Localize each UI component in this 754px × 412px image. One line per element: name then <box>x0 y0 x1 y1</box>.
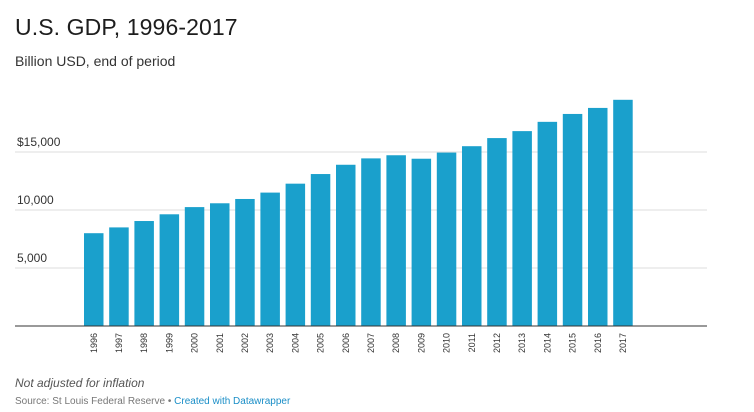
x-tick-label: 2008 <box>391 333 401 353</box>
x-tick-label: 2009 <box>416 333 426 353</box>
bar-1999 <box>159 214 180 326</box>
bar-2000 <box>184 207 205 326</box>
x-tick-label: 1997 <box>114 333 124 353</box>
x-tick-label: 2010 <box>442 333 452 353</box>
bar-2012 <box>487 138 507 326</box>
bar-2009 <box>411 158 432 326</box>
x-tick-label: 2012 <box>492 333 502 353</box>
bar-1997 <box>109 227 129 326</box>
bar-2005 <box>310 174 331 326</box>
x-tick-label: 2015 <box>568 333 578 353</box>
chart-title: U.S. GDP, 1996-2017 <box>15 14 238 40</box>
bar-1998 <box>134 221 154 326</box>
bar-2002 <box>235 198 255 326</box>
x-tick-label: 1996 <box>89 333 99 353</box>
bar-2008 <box>386 155 406 326</box>
x-tick-label: 2013 <box>517 333 527 353</box>
x-tick-label: 2011 <box>467 333 477 352</box>
bar-2001 <box>210 203 230 326</box>
source-line: Source: St Louis Federal Reserve • Creat… <box>15 396 290 407</box>
x-tick-label: 2016 <box>593 333 603 353</box>
y-tick-label: $15,000 <box>17 135 61 149</box>
bar-2004 <box>285 183 306 326</box>
y-tick-label: 5,000 <box>17 251 47 265</box>
x-tick-label: 2000 <box>190 333 200 353</box>
x-tick-label: 2014 <box>542 333 552 353</box>
y-tick-label: 10,000 <box>17 193 54 207</box>
x-tick-label: 2017 <box>618 333 628 353</box>
bar-2014 <box>537 121 558 326</box>
bar-2016 <box>588 107 608 326</box>
x-tick-label: 2007 <box>366 333 376 353</box>
bar-2013 <box>512 131 532 326</box>
bar-2015 <box>562 113 583 327</box>
x-tick-label: 1998 <box>139 333 149 353</box>
x-tick-label: 2004 <box>290 333 300 353</box>
bar-2017 <box>613 99 633 326</box>
bar-2003 <box>260 192 280 326</box>
bar-1996 <box>84 233 104 326</box>
source-text: Source: St Louis Federal Reserve • <box>15 396 175 407</box>
x-tick-label: 1999 <box>164 333 174 353</box>
x-tick-label: 2003 <box>265 333 275 353</box>
footnote: Not adjusted for inflation <box>15 376 145 390</box>
datawrapper-link[interactable]: Created with Datawrapper <box>174 396 291 407</box>
x-tick-label: 2006 <box>341 333 351 353</box>
bar-2006 <box>336 164 356 326</box>
bar-2011 <box>462 146 482 326</box>
bar-2010 <box>436 152 457 326</box>
x-tick-label: 2002 <box>240 333 250 353</box>
bar-chart: 5,000 10,000 $15,000 1996 1997 1998 1999 2000 20… <box>15 99 707 353</box>
x-tick-label: 2001 <box>215 333 225 353</box>
x-tick-label: 2005 <box>316 333 326 353</box>
chart-subtitle: Billion USD, end of period <box>15 53 176 69</box>
bar-2007 <box>361 158 381 326</box>
